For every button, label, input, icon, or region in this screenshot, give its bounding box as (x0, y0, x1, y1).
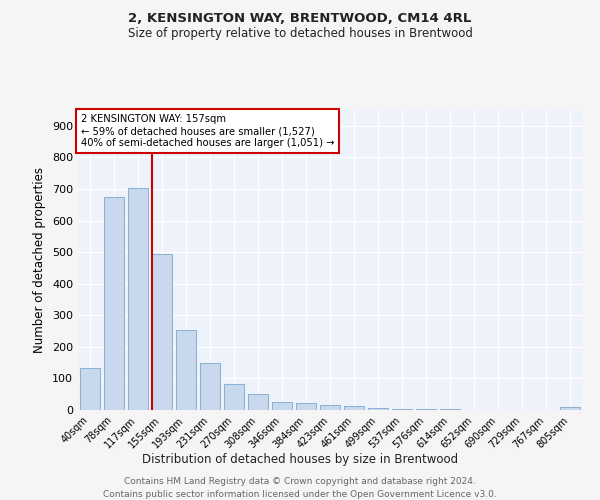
Bar (104, 197, 124, 410)
Bar (416, 409, 436, 410)
Text: Distribution of detached houses by size in Brentwood: Distribution of detached houses by size … (142, 452, 458, 466)
Bar (152, 254, 172, 410)
Bar (224, 384, 244, 410)
Bar (272, 402, 292, 410)
Bar (392, 408, 412, 410)
Text: 2, KENSINGTON WAY, BRENTWOOD, CM14 4RL: 2, KENSINGTON WAY, BRENTWOOD, CM14 4RL (128, 12, 472, 26)
Bar (248, 394, 268, 410)
Bar (368, 408, 388, 410)
Bar (176, 330, 196, 410)
Bar (344, 406, 364, 410)
Bar (560, 408, 580, 410)
Text: 2 KENSINGTON WAY: 157sqm
← 59% of detached houses are smaller (1,527)
40% of sem: 2 KENSINGTON WAY: 157sqm ← 59% of detach… (80, 114, 334, 148)
Bar (200, 362, 220, 410)
Text: Contains HM Land Registry data © Crown copyright and database right 2024.: Contains HM Land Registry data © Crown c… (124, 478, 476, 486)
Bar (128, 188, 148, 410)
Text: Size of property relative to detached houses in Brentwood: Size of property relative to detached ho… (128, 28, 472, 40)
Bar (320, 404, 340, 410)
Y-axis label: Number of detached properties: Number of detached properties (34, 167, 46, 353)
Bar (80, 368, 100, 410)
Bar (296, 404, 316, 410)
Text: Contains public sector information licensed under the Open Government Licence v3: Contains public sector information licen… (103, 490, 497, 499)
